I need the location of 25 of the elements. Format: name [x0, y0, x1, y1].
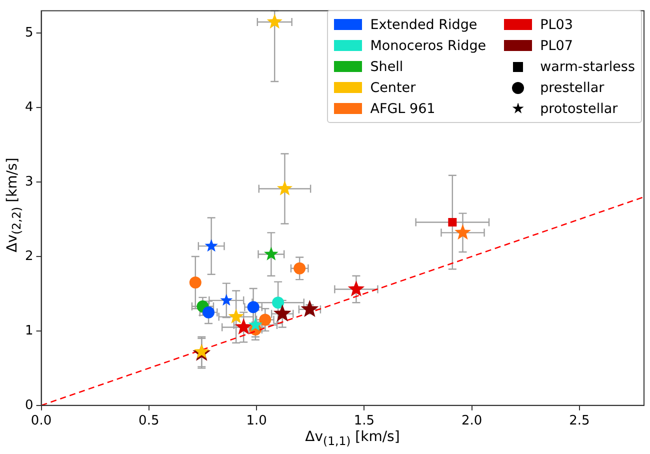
x-tick-label: 0.5 [138, 414, 160, 429]
point [189, 276, 202, 289]
legend-label: Shell [370, 58, 404, 74]
legend-label: Monoceros Ridge [370, 38, 486, 54]
y-tick-label: 5 [24, 26, 34, 41]
x-tick-label: 2.5 [569, 414, 590, 429]
legend-label: PL07 [540, 38, 573, 54]
legend-label: AFGL 961 [370, 100, 436, 116]
x-tick-label: 1.5 [354, 414, 375, 429]
x-axis-title: Δv$_{(1,1)}$ [km/s] [304, 429, 401, 448]
legend-label: Extended Ridge [370, 16, 478, 32]
x-tick-label: 0.0 [30, 414, 52, 429]
x-tick-label: 2.0 [461, 414, 482, 429]
x-tick-label: 1.0 [246, 414, 267, 429]
y-tick-label: 1 [24, 323, 34, 338]
point [300, 300, 319, 317]
y-tick-label: 4 [24, 100, 34, 115]
legend-label: warm-starless [540, 58, 635, 74]
legend-label: PL03 [540, 16, 573, 32]
legend-label: Center [370, 80, 416, 96]
y-tick-label: 3 [24, 174, 34, 190]
legend-label: protostellar [540, 100, 618, 116]
y-tick-label: 0 [24, 398, 34, 413]
legend-label: prestellar [540, 80, 604, 96]
y-tick-label: 2 [24, 248, 34, 264]
